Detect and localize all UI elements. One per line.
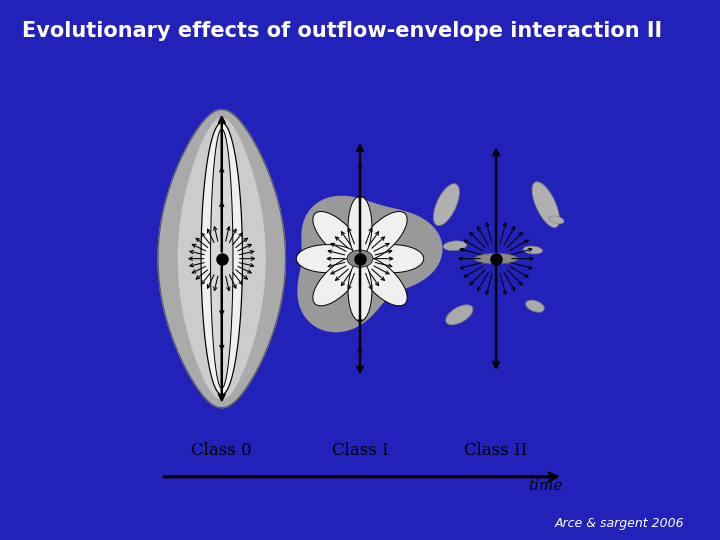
Ellipse shape	[446, 305, 473, 325]
Ellipse shape	[348, 196, 372, 256]
Ellipse shape	[532, 182, 559, 227]
Text: Class I: Class I	[332, 442, 388, 460]
Text: Class 0: Class 0	[192, 442, 252, 460]
Text: time: time	[528, 480, 563, 494]
Ellipse shape	[312, 212, 361, 260]
Ellipse shape	[444, 241, 467, 251]
Ellipse shape	[474, 253, 518, 264]
Ellipse shape	[359, 212, 408, 260]
Ellipse shape	[348, 261, 372, 321]
Polygon shape	[210, 129, 233, 388]
Text: Evolutionary effects of outflow-envelope interaction II: Evolutionary effects of outflow-envelope…	[22, 21, 662, 41]
Polygon shape	[201, 123, 243, 395]
Ellipse shape	[523, 246, 542, 254]
Ellipse shape	[433, 184, 459, 226]
Polygon shape	[298, 197, 442, 332]
Ellipse shape	[359, 257, 408, 306]
Ellipse shape	[549, 216, 564, 224]
Text: Arce & sargent 2006: Arce & sargent 2006	[554, 517, 684, 530]
Polygon shape	[179, 118, 265, 399]
Ellipse shape	[347, 250, 373, 267]
Ellipse shape	[361, 245, 423, 273]
Ellipse shape	[526, 300, 544, 312]
Text: Class II: Class II	[464, 442, 528, 460]
Polygon shape	[158, 110, 285, 408]
Ellipse shape	[297, 245, 359, 273]
Ellipse shape	[312, 257, 361, 306]
